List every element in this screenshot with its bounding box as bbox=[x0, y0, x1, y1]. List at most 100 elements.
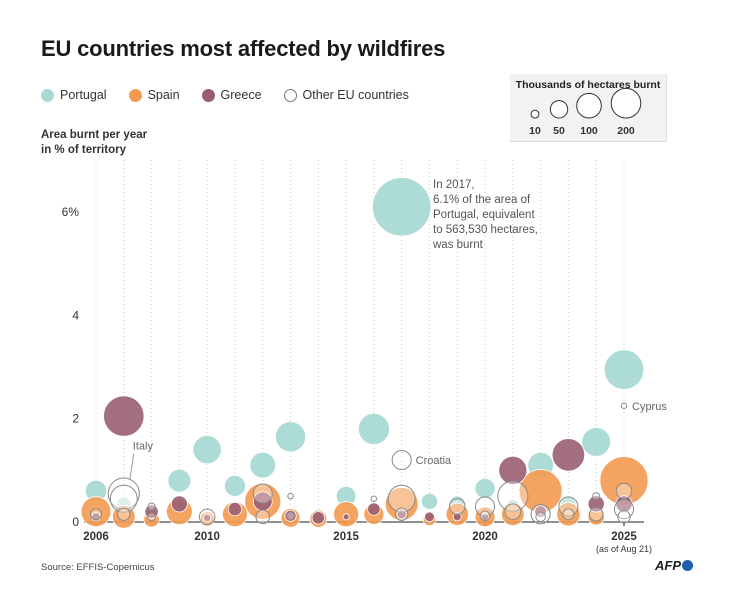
bubble-other-eu-countries-2025-29 bbox=[617, 510, 631, 524]
bubble-other-eu-countries-2020-17 bbox=[479, 510, 491, 522]
y-tick-label-4: 4 bbox=[72, 308, 79, 322]
bubble-portugal-2012-6 bbox=[249, 451, 277, 479]
size-key-label-10: 10 bbox=[529, 125, 541, 137]
size-key-label-200: 200 bbox=[617, 125, 635, 137]
bubble-other-eu-countries-2006-0 bbox=[89, 508, 103, 521]
bubble-other-eu-countries-2013-9 bbox=[287, 492, 294, 500]
bubble-other-eu-countries-2007-2 bbox=[109, 484, 138, 513]
annotation-portugal-2017-line-2: Portugal, equivalent bbox=[433, 209, 535, 221]
size-key-circle-50 bbox=[549, 100, 569, 119]
x-tick-label-2010: 2010 bbox=[194, 531, 220, 543]
legend-item-portugal: Portugal bbox=[41, 88, 107, 102]
bubble-greece-2011-5 bbox=[227, 501, 243, 517]
legend: Portugal Spain Greece Other EU countries bbox=[41, 88, 431, 102]
bubble-other-eu-countries-2007-3 bbox=[117, 507, 131, 521]
size-key-circle-100 bbox=[576, 92, 602, 119]
size-key: Thousands of hectares burnt 10 50 100 200 bbox=[510, 74, 667, 142]
legend-label-portugal: Portugal bbox=[60, 88, 107, 102]
bubble-portugal-2017-11 bbox=[372, 177, 432, 237]
x-tick-label-2006: 2006 bbox=[83, 531, 109, 543]
bubble-other-eu-countries-2012-8 bbox=[255, 509, 270, 525]
legend-swatch-spain bbox=[128, 88, 142, 102]
bubble-other-eu-countries-2021-18 bbox=[497, 480, 529, 512]
y-axis-label-line1: Area burnt per year bbox=[41, 129, 148, 141]
size-key-graphic: 10 50 100 200 bbox=[529, 87, 642, 137]
size-key-title: Thousands of hectares burnt bbox=[515, 79, 661, 91]
legend-swatch-greece bbox=[201, 88, 215, 102]
y-tick-label-0: 0 bbox=[72, 515, 79, 529]
bubble-other-eu-countries-2020-16 bbox=[475, 496, 496, 517]
x-tick-label-2015: 2015 bbox=[333, 531, 359, 543]
size-key-label-100: 100 bbox=[580, 125, 598, 137]
afp-logo-dot-icon bbox=[682, 560, 693, 571]
legend-label-other: Other EU countries bbox=[302, 88, 409, 102]
bubble-spain-2023-17 bbox=[556, 502, 581, 527]
bubble-other-eu-countries-2024-25 bbox=[588, 507, 604, 522]
bubble-portugal-2016-10 bbox=[357, 412, 390, 446]
bubble-other-eu-countries-2017-12 bbox=[391, 449, 412, 471]
legend-item-spain: Spain bbox=[128, 88, 180, 102]
bubble-other-eu-countries-2024-24 bbox=[592, 492, 601, 501]
bubble-greece-2010-4 bbox=[203, 513, 212, 522]
bubble-greece-2019-13 bbox=[452, 512, 462, 522]
annotation-croatia: Croatia bbox=[416, 455, 452, 467]
y-axis-label-line2: in % of territory bbox=[41, 144, 126, 156]
bubble-other-eu-countries-2019-15 bbox=[448, 498, 466, 515]
bubble-other-eu-countries-2016-11 bbox=[370, 495, 378, 503]
bubble-other-eu-countries-2022-21 bbox=[535, 511, 546, 523]
bubble-portugal-2009-3 bbox=[167, 468, 192, 493]
source-note: Source: EFFIS-Copernicus bbox=[41, 562, 155, 573]
bubble-portugal-2011-5 bbox=[224, 474, 246, 497]
size-key-circle-200 bbox=[610, 87, 642, 119]
bubble-greece-2018-12 bbox=[424, 511, 435, 523]
bubble-greece-2024-18 bbox=[587, 495, 605, 513]
y-axis-label: Area burnt per year in % of territory bbox=[41, 128, 147, 158]
bubble-other-eu-countries-2012-7 bbox=[252, 483, 273, 504]
bubble-other-eu-countries-2017-14 bbox=[395, 507, 409, 521]
bubble-other-eu-countries-2021-19 bbox=[504, 503, 522, 520]
bubble-portugal-2013-7 bbox=[274, 421, 307, 453]
y-tick-label-6: 6% bbox=[62, 205, 80, 219]
annotation-italy: Italy bbox=[133, 441, 154, 453]
bubble-portugal-2018-12 bbox=[420, 492, 439, 510]
annotation-italy-leader bbox=[129, 453, 135, 480]
bubble-other-eu-countries-2013-10 bbox=[286, 511, 295, 521]
bubble-portugal-2025-19 bbox=[603, 349, 645, 390]
legend-swatch-portugal bbox=[41, 88, 54, 102]
chart-title: EU countries most affected by wildfires bbox=[41, 36, 446, 61]
size-key-label-50: 50 bbox=[553, 125, 565, 137]
bubble-greece-2016-10 bbox=[367, 502, 381, 516]
bubble-spain-2021-15 bbox=[501, 502, 525, 526]
legend-item-greece: Greece bbox=[201, 88, 262, 102]
size-key-circle-10 bbox=[530, 109, 540, 119]
annotation-portugal-2017-line-4: was burnt bbox=[432, 239, 484, 251]
x-tick-label-2025: 2025 bbox=[611, 531, 637, 543]
x-tick-note: (as of Aug 21) bbox=[596, 544, 652, 554]
y-tick-label-2: 2 bbox=[72, 412, 79, 426]
bubble-other-eu-countries-2008-5 bbox=[147, 512, 156, 522]
annotation-cyprus: Cyprus bbox=[632, 401, 667, 413]
bubble-other-eu-countries-2025-26 bbox=[620, 402, 628, 410]
bubble-other-eu-countries-2025-28 bbox=[613, 499, 635, 520]
annotation-portugal-2017-line-0: In 2017, bbox=[433, 179, 475, 191]
bubble-portugal-2024-18 bbox=[581, 427, 612, 457]
bubble-other-eu-countries-2017-13 bbox=[387, 484, 416, 513]
bubble-other-eu-countries-2010-6 bbox=[198, 508, 216, 526]
x-tick-label-2020: 2020 bbox=[472, 531, 498, 543]
afp-logo: AFP bbox=[655, 558, 693, 573]
bubble-other-eu-countries-2023-23 bbox=[562, 508, 575, 521]
bubble-other-eu-countries-2008-4 bbox=[147, 502, 156, 511]
legend-label-spain: Spain bbox=[147, 88, 180, 102]
bubble-greece-2021-15 bbox=[498, 455, 528, 485]
bubble-greece-2007-1 bbox=[103, 395, 145, 437]
bubble-spain-2006-0 bbox=[80, 496, 112, 528]
bubble-greece-2009-3 bbox=[170, 495, 188, 513]
bubble-portugal-2020-14 bbox=[474, 477, 496, 499]
afp-logo-text: AFP bbox=[655, 558, 681, 573]
legend-swatch-other bbox=[283, 88, 297, 102]
bubble-greece-2023-17 bbox=[551, 438, 586, 472]
annotation-portugal-2017-line-3: to 563,530 hectares, bbox=[433, 224, 538, 236]
bubble-greece-2014-8 bbox=[311, 511, 325, 525]
bubble-portugal-2010-4 bbox=[192, 435, 222, 465]
